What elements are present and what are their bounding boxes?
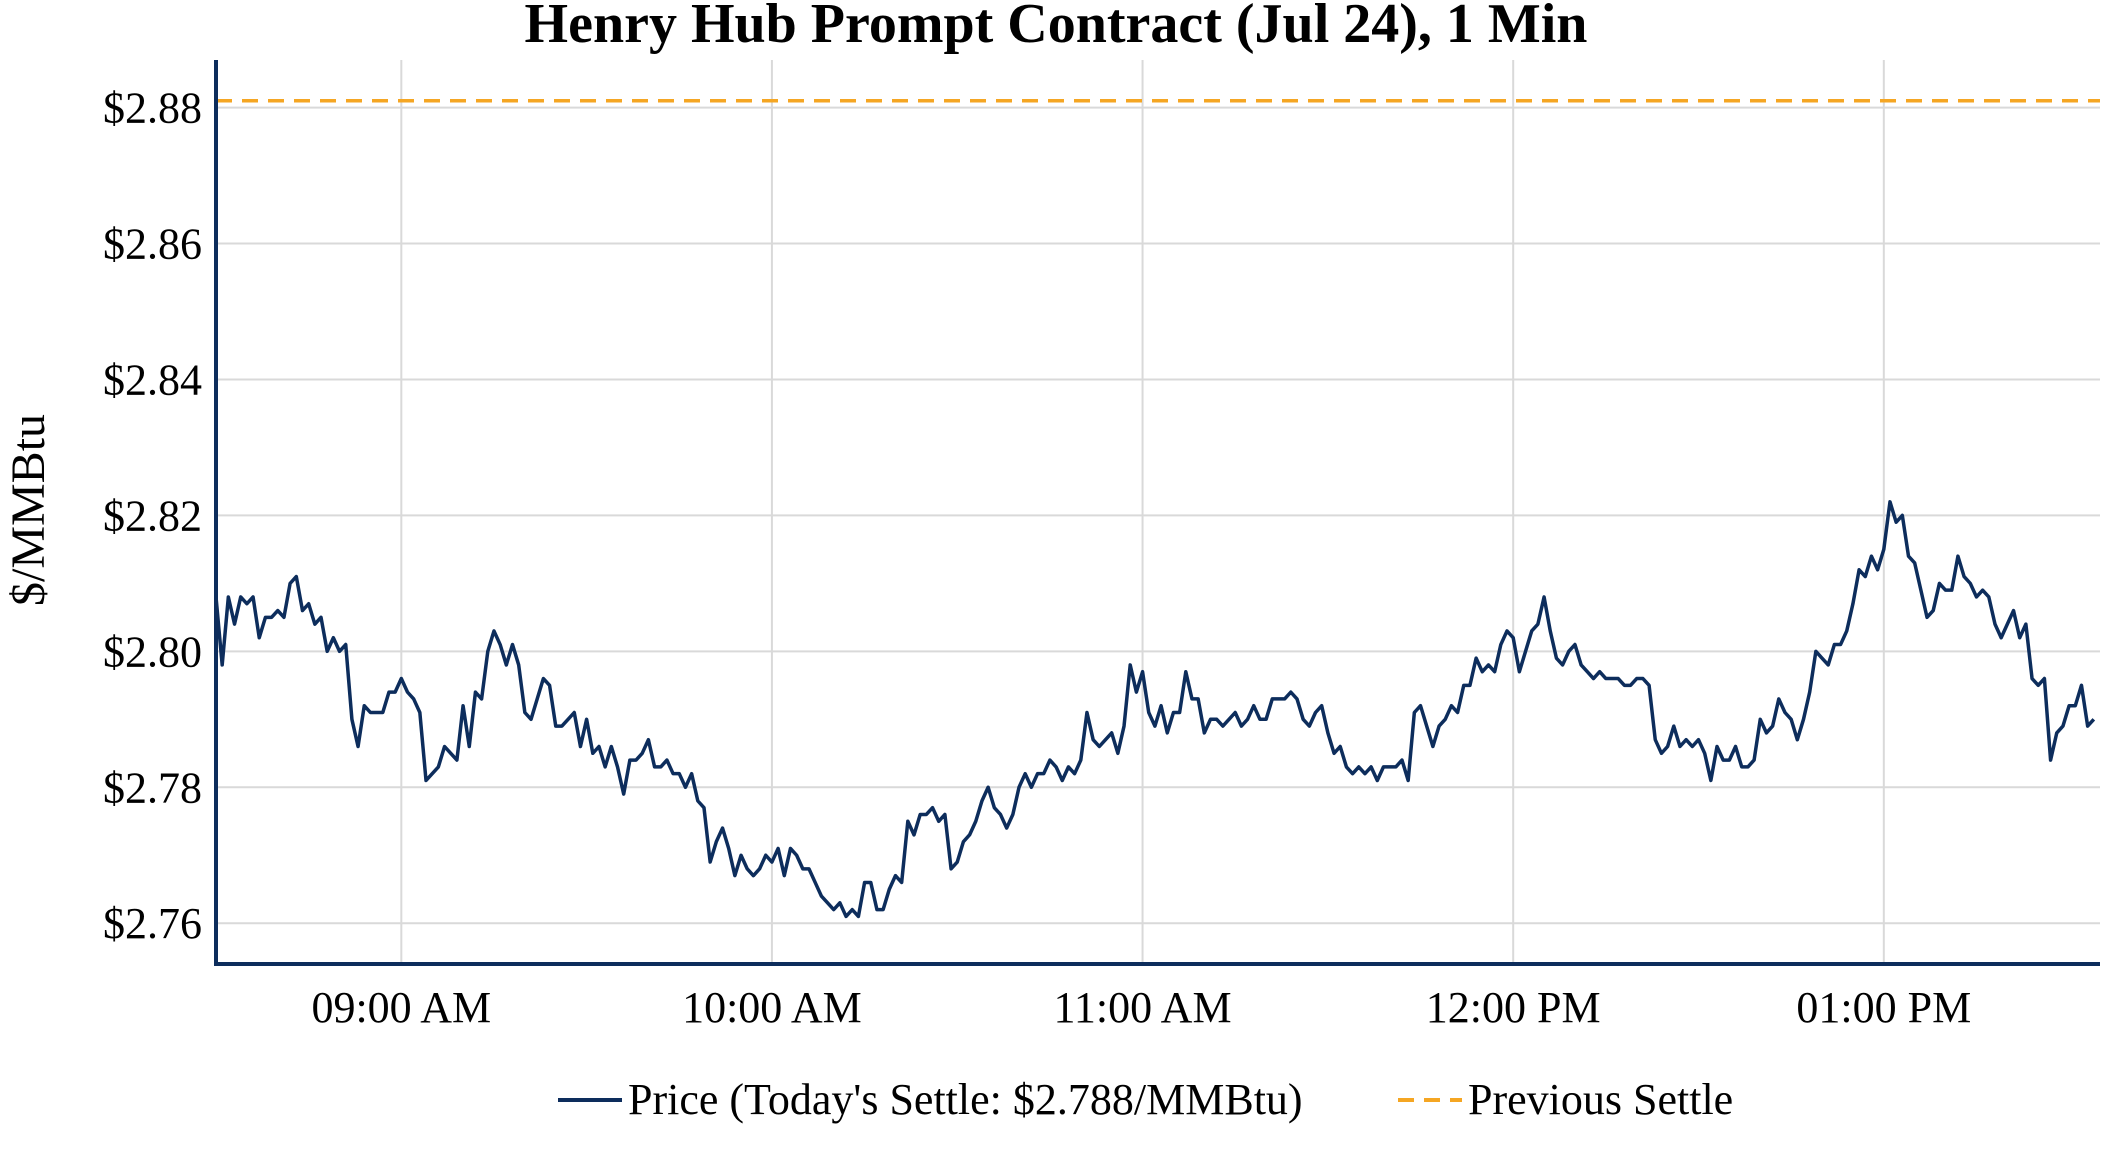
x-tick-labels: 09:00 AM 10:00 AM 11:00 AM 12:00 PM 01:00 PM xyxy=(311,983,1971,1032)
legend-price-label: Price (Today's Settle: $2.788/MMBtu) xyxy=(628,1075,1303,1124)
y-tick-labels: $2.76 $2.78 $2.80 $2.82 $2.84 $2.86 $2.88 xyxy=(103,84,202,949)
grid-lines xyxy=(216,60,2100,964)
series-lines xyxy=(214,99,2100,919)
x-tick-label: 01:00 PM xyxy=(1796,983,1971,1032)
chart-title: Henry Hub Prompt Contract (Jul 24), 1 Mi… xyxy=(525,0,1588,55)
legend-previous-settle-label: Previous Settle xyxy=(1468,1075,1733,1124)
y-tick-label: $2.86 xyxy=(103,220,202,269)
y-tick-label: $2.88 xyxy=(103,84,202,133)
legend: Price (Today's Settle: $2.788/MMBtu) Pre… xyxy=(558,1075,1733,1124)
price-series-line xyxy=(214,500,2096,919)
y-tick-label: $2.82 xyxy=(103,491,202,540)
x-tick-label: 09:00 AM xyxy=(311,983,491,1032)
y-tick-label: $2.78 xyxy=(103,763,202,812)
x-tick-label: 11:00 AM xyxy=(1054,983,1232,1032)
y-axis-label: $/MMBtu xyxy=(2,414,55,606)
y-tick-label: $2.80 xyxy=(103,627,202,676)
y-tick-label: $2.84 xyxy=(103,355,202,404)
axes xyxy=(214,60,2100,966)
y-tick-label: $2.76 xyxy=(103,899,202,948)
x-tick-label: 12:00 PM xyxy=(1426,983,1601,1032)
x-tick-label: 10:00 AM xyxy=(682,983,862,1032)
